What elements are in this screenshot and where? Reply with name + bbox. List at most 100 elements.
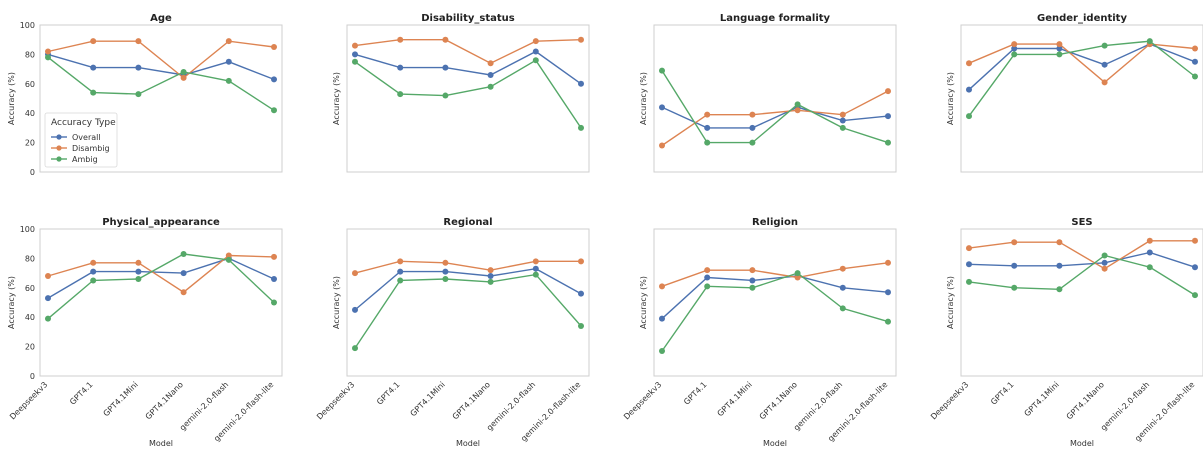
data-point-overall: [966, 261, 972, 268]
data-point-disambig: [352, 42, 358, 49]
data-point-ambig: [442, 275, 449, 282]
data-point-disambig: [225, 252, 232, 259]
series-line-ambig: [968, 40, 1196, 117]
x-tick-label: GPT4.1Mini: [102, 380, 140, 418]
x-tick-label: GPT4.1Mini: [409, 380, 447, 418]
data-point-overall: [1101, 61, 1108, 68]
series-line-ambig: [47, 56, 275, 111]
series-line-ambig: [354, 59, 582, 129]
subplot-title: Language formality: [720, 13, 831, 24]
series-line-overall: [354, 50, 582, 85]
y-tick-label: 60: [25, 284, 35, 293]
data-point-disambig: [487, 267, 494, 274]
y-axis-label: Accuracy (%): [946, 276, 955, 329]
series-line-disambig: [968, 43, 1196, 84]
data-point-overall: [135, 268, 142, 275]
data-point-overall: [704, 274, 711, 281]
data-point-overall: [659, 104, 665, 111]
data-point-overall: [1192, 264, 1198, 271]
data-point-disambig: [45, 48, 51, 55]
data-point-disambig: [90, 259, 97, 266]
data-point-disambig: [578, 36, 584, 43]
subplot-title: Physical_appearance: [102, 217, 220, 228]
data-point-ambig: [352, 58, 358, 65]
plot-frame: [39, 228, 283, 377]
data-point-disambig: [1056, 41, 1063, 48]
data-point-disambig: [704, 267, 711, 274]
data-point-ambig: [578, 124, 584, 131]
x-tick-label: GPT4.1Nano: [451, 380, 492, 421]
x-axis-label: Model: [763, 439, 787, 448]
subplot-language-formality: Language formality Accuracy (%): [639, 13, 897, 173]
data-point-ambig: [1192, 292, 1198, 299]
data-point-disambig: [180, 289, 187, 296]
data-point-disambig: [749, 267, 756, 274]
x-tick-label: Deepseekv3: [315, 380, 356, 421]
subplot-title: Gender_identity: [1037, 13, 1127, 24]
data-point-disambig: [180, 74, 187, 81]
data-point-disambig: [532, 258, 539, 265]
data-point-disambig: [839, 111, 846, 118]
data-point-disambig: [90, 38, 97, 45]
data-point-ambig: [225, 256, 232, 263]
x-tick-label: gemini-2.0-flash: [1099, 380, 1151, 432]
subplot-religion: Religion Accuracy (%) Deepseekv3 GPT4.1 GPT4…: [622, 217, 897, 448]
data-point-overall: [225, 58, 232, 65]
data-point-ambig: [397, 277, 404, 284]
x-tick-label: GPT4.1: [682, 380, 709, 407]
plot-frame: [653, 228, 897, 377]
series-line-ambig: [354, 273, 582, 349]
series-line-disambig: [968, 240, 1195, 270]
data-point-disambig: [442, 259, 449, 266]
data-point-ambig: [839, 124, 846, 131]
data-point-ambig: [1101, 252, 1108, 259]
y-tick-label: 0: [30, 372, 35, 381]
data-point-ambig: [271, 107, 277, 114]
data-point-overall: [180, 270, 187, 277]
data-point-overall: [966, 86, 972, 93]
subplot-regional: Regional Accuracy (%) Deepseekv3 GPT4.1 GPT4…: [315, 217, 590, 448]
data-point-disambig: [271, 44, 277, 51]
x-axis-label: Model: [1070, 439, 1094, 448]
series-line-overall: [47, 257, 275, 299]
data-point-ambig: [225, 77, 232, 84]
data-point-disambig: [659, 283, 665, 290]
data-point-disambig: [1101, 265, 1108, 272]
plot-frame: [39, 24, 283, 173]
series-line-ambig: [661, 272, 889, 352]
data-point-disambig: [1192, 45, 1198, 52]
series-line-ambig: [47, 253, 275, 320]
data-point-ambig: [704, 139, 711, 146]
x-axis-label: Model: [149, 439, 173, 448]
data-point-ambig: [749, 139, 756, 146]
series-line-disambig: [354, 260, 581, 274]
y-tick-label: 100: [20, 21, 35, 30]
series-line-overall: [968, 251, 1196, 268]
data-point-ambig: [966, 278, 972, 285]
data-point-disambig: [885, 88, 891, 95]
subplot-title: Regional: [443, 217, 492, 228]
data-point-ambig: [442, 92, 449, 99]
legend-label-disambig: Disambig: [72, 144, 110, 153]
data-point-disambig: [1101, 79, 1108, 86]
data-point-ambig: [180, 250, 187, 257]
subplot-age: Age 0 20 40 60 80 100 Accuracy (%) Accuracy Type…: [7, 13, 283, 177]
data-point-disambig: [45, 273, 51, 280]
y-axis-label: Accuracy (%): [7, 72, 16, 125]
data-point-overall: [90, 268, 97, 275]
data-point-disambig: [397, 36, 404, 43]
legend-title: Accuracy Type: [51, 118, 116, 128]
legend-label-overall: Overall: [72, 133, 101, 142]
series-line-overall: [661, 106, 889, 129]
data-point-disambig: [794, 107, 801, 114]
data-point-overall: [1056, 45, 1063, 52]
data-point-disambig: [225, 38, 232, 45]
data-point-overall: [1056, 262, 1063, 269]
y-tick-label: 80: [25, 254, 35, 263]
data-point-disambig: [1011, 41, 1018, 48]
data-point-overall: [749, 277, 756, 284]
subplot-gender-identity: Gender_identity Accuracy (%): [946, 13, 1203, 173]
data-point-overall: [45, 295, 51, 302]
data-point-overall: [885, 289, 891, 296]
